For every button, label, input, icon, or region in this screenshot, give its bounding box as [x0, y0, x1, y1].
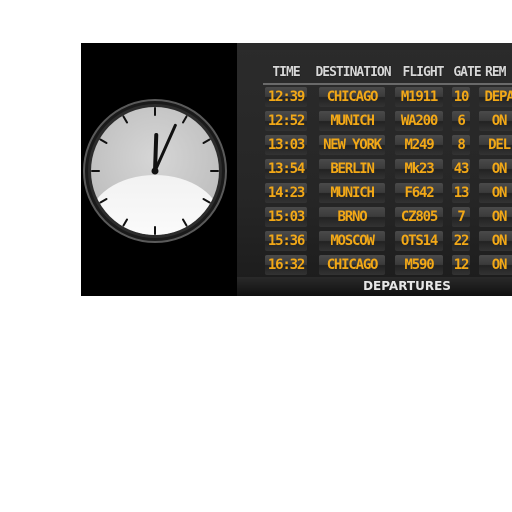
cell-destination: MOSCOW [319, 231, 385, 251]
flight-board-widget: TIME DESTINATION FLIGHT GATE REM 12:39 CH… [81, 43, 512, 296]
cell-flight: M1911 [395, 87, 443, 107]
table-row: 12:39 CHICAGO M1911 10 DEPA [237, 87, 512, 107]
cell-time: 12:39 [265, 87, 307, 107]
cell-flight: WA200 [395, 111, 443, 131]
clock-tick [122, 218, 128, 227]
clock-tick [182, 218, 188, 227]
table-row: 13:03 NEW YORK M249 8 DEL [237, 135, 512, 155]
table-row: 15:36 MOSCOW OTS14 22 ON [237, 231, 512, 251]
analog-clock [81, 43, 237, 296]
cell-flight: OTS14 [395, 231, 443, 251]
clock-tick [202, 138, 211, 144]
cell-gate: 10 [452, 87, 470, 107]
cell-gate: 12 [452, 255, 470, 275]
clock-face-icon [83, 99, 227, 243]
cell-time: 16:32 [265, 255, 307, 275]
header-remarks: REM [485, 65, 506, 80]
cell-destination: MUNICH [319, 183, 385, 203]
cell-remarks: DEL [479, 135, 512, 155]
header-gate: GATE [453, 65, 481, 80]
clock-tick [122, 115, 128, 124]
cell-gate: 6 [452, 111, 470, 131]
footer-label: DEPARTURES [363, 279, 451, 293]
cell-remarks: ON [479, 111, 512, 131]
table-row: 12:52 MUNICH WA200 6 ON [237, 111, 512, 131]
departures-board: TIME DESTINATION FLIGHT GATE REM 12:39 CH… [237, 43, 512, 296]
table-row: 16:32 CHICAGO M590 12 ON [237, 255, 512, 275]
cell-flight: M590 [395, 255, 443, 275]
cell-time: 14:23 [265, 183, 307, 203]
cell-remarks: ON [479, 159, 512, 179]
cell-flight: Mk23 [395, 159, 443, 179]
cell-remarks: ON [479, 231, 512, 251]
cell-destination: BRNO [319, 207, 385, 227]
clock-tick [202, 198, 211, 204]
header-flight: FLIGHT [402, 65, 445, 80]
cell-remarks: DEPA [479, 87, 512, 107]
clock-tick [182, 115, 188, 124]
cell-destination: CHICAGO [319, 87, 385, 107]
header-destination: DESTINATION [315, 65, 391, 80]
cell-remarks: ON [479, 255, 512, 275]
table-row: 13:54 BERLIN Mk23 43 ON [237, 159, 512, 179]
cell-destination: CHICAGO [319, 255, 385, 275]
board-footer: DEPARTURES [237, 277, 512, 296]
cell-flight: M249 [395, 135, 443, 155]
clock-tick [99, 198, 108, 204]
cell-destination: MUNICH [319, 111, 385, 131]
table-row: 15:03 BRNO CZ805 7 ON [237, 207, 512, 227]
cell-flight: F642 [395, 183, 443, 203]
cell-flight: CZ805 [395, 207, 443, 227]
cell-gate: 8 [452, 135, 470, 155]
cell-time: 13:03 [265, 135, 307, 155]
header-time: TIME [272, 65, 300, 80]
cell-destination: BERLIN [319, 159, 385, 179]
cell-time: 15:36 [265, 231, 307, 251]
cell-gate: 22 [452, 231, 470, 251]
cell-time: 15:03 [265, 207, 307, 227]
table-row: 14:23 MUNICH F642 13 ON [237, 183, 512, 203]
clock-tick [99, 138, 108, 144]
cell-remarks: ON [479, 207, 512, 227]
cell-remarks: ON [479, 183, 512, 203]
header-divider [263, 83, 512, 85]
cell-gate: 7 [452, 207, 470, 227]
cell-gate: 13 [452, 183, 470, 203]
cell-time: 12:52 [265, 111, 307, 131]
cell-destination: NEW YORK [319, 135, 385, 155]
cell-gate: 43 [452, 159, 470, 179]
cell-time: 13:54 [265, 159, 307, 179]
